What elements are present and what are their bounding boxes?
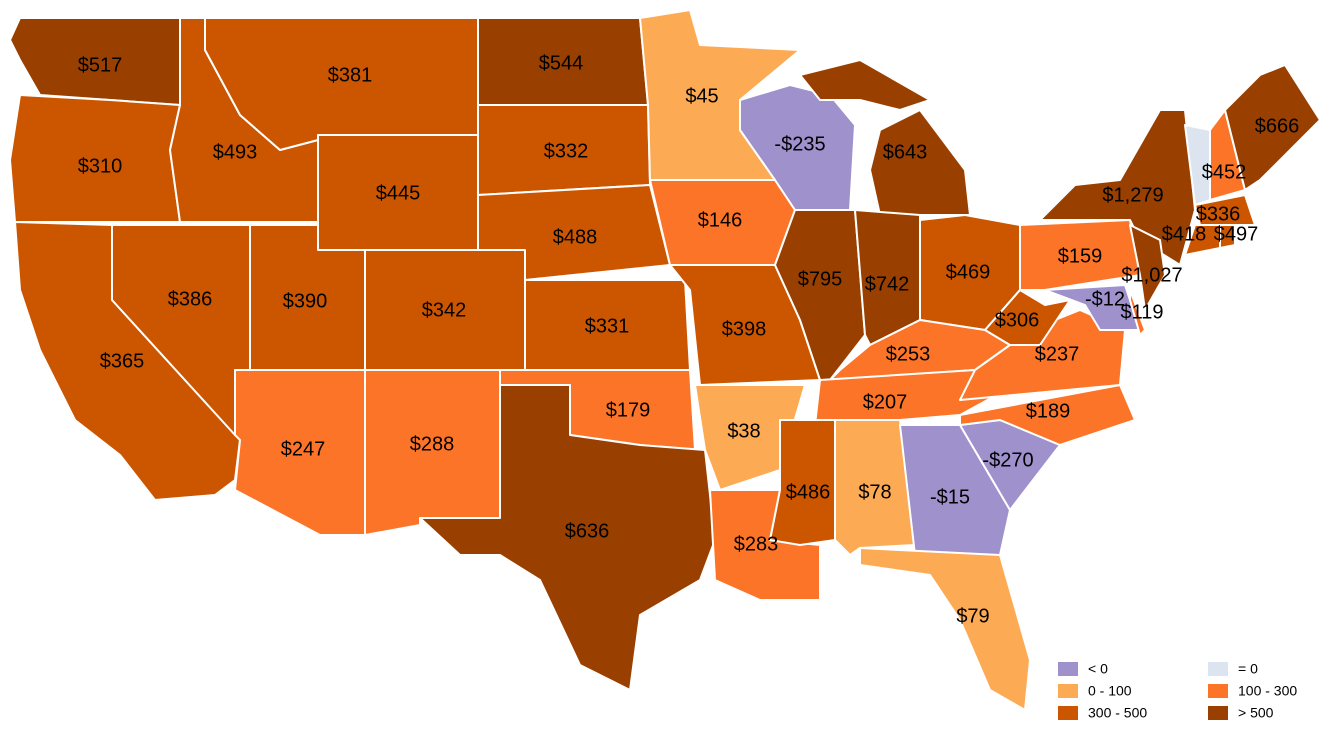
legend-swatch <box>1058 706 1078 720</box>
value-label: $310 <box>78 155 123 177</box>
legend-swatch <box>1208 706 1228 720</box>
value-label: $445 <box>376 182 421 204</box>
value-label: $390 <box>283 290 328 312</box>
value-label: $45 <box>685 85 718 107</box>
value-label: $306 <box>995 309 1040 331</box>
value-label: $336 <box>1196 203 1241 225</box>
value-label: $544 <box>539 52 584 74</box>
value-label: $159 <box>1058 245 1103 267</box>
region <box>419 384 716 691</box>
value-label: $179 <box>606 399 651 421</box>
value-label: -$12 <box>1085 288 1125 310</box>
region <box>799 59 931 111</box>
value-label: $283 <box>734 533 779 555</box>
legend-label: 0 - 100 <box>1088 683 1132 699</box>
value-label: $1,027 <box>1121 264 1182 286</box>
region <box>1129 224 1166 311</box>
value-label: $365 <box>100 350 145 372</box>
value-label: -$235 <box>774 133 825 155</box>
value-label: $332 <box>544 140 589 162</box>
value-label: $418 <box>1162 223 1207 245</box>
value-label: $742 <box>865 273 910 295</box>
value-label: $119 <box>1120 301 1163 323</box>
region <box>1224 64 1321 191</box>
legend-label: > 500 <box>1238 705 1274 721</box>
value-label: $398 <box>722 318 767 340</box>
value-label: $795 <box>798 268 843 290</box>
legend-swatch <box>1208 684 1228 698</box>
region <box>1044 284 1141 331</box>
value-label: $381 <box>328 64 373 86</box>
value-label: $666 <box>1255 115 1300 137</box>
value-label: $207 <box>863 391 908 413</box>
value-label: $636 <box>565 520 610 542</box>
region <box>1194 194 1256 226</box>
value-label: $288 <box>410 433 455 455</box>
value-label: $493 <box>213 141 258 163</box>
value-label: $189 <box>1026 400 1071 422</box>
value-label: $79 <box>956 605 989 627</box>
value-label: $1,279 <box>1102 184 1163 206</box>
value-label: $497 <box>1214 223 1259 245</box>
legend-label: = 0 <box>1238 661 1258 677</box>
region <box>1129 289 1146 336</box>
legend-swatch <box>1058 662 1078 676</box>
legend-label: 100 - 300 <box>1238 683 1297 699</box>
legend-swatch <box>1208 662 1228 676</box>
legend-label: 300 - 500 <box>1088 705 1147 721</box>
legend: < 0 = 0 0 - 100 100 - 300 300 - 500 > 500 <box>1058 661 1297 721</box>
value-label: $386 <box>168 288 213 310</box>
value-label: $342 <box>422 299 467 321</box>
value-label: $38 <box>727 420 760 442</box>
value-label: $488 <box>553 226 598 248</box>
value-label: $643 <box>883 141 928 163</box>
region <box>859 547 1031 711</box>
value-label: -$15 <box>930 486 970 508</box>
region <box>694 384 806 491</box>
legend-label: < 0 <box>1088 661 1108 677</box>
legend-swatch <box>1058 684 1078 698</box>
value-label: $146 <box>698 209 743 231</box>
value-label: $486 <box>786 481 831 503</box>
value-label: $452 <box>1202 161 1247 183</box>
value-label: $469 <box>946 261 991 283</box>
region <box>1219 224 1236 249</box>
value-label: $331 <box>585 315 630 337</box>
value-label: $237 <box>1035 343 1080 365</box>
region <box>899 424 1011 556</box>
value-label: -$270 <box>982 449 1033 471</box>
value-label: $78 <box>858 481 891 503</box>
value-label: $517 <box>78 54 123 76</box>
value-label: $253 <box>886 343 931 365</box>
value-label: $247 <box>281 438 326 460</box>
